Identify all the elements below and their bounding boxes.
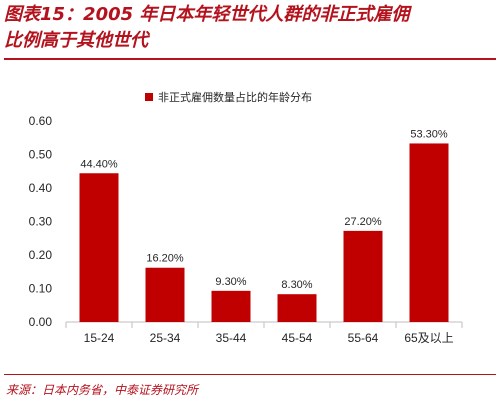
y-tick-label: 0.10 — [29, 282, 53, 296]
bar — [409, 143, 449, 322]
legend: 非正式雇佣数量占比的年龄分布 — [145, 90, 312, 104]
y-tick-label: 0.20 — [29, 248, 53, 262]
figure-title: 图表15：2005 年日本年轻世代人群的非正式雇佣 比例高于其他世代 — [4, 2, 496, 54]
y-tick-label: 0.00 — [29, 315, 53, 329]
data-label: 9.30% — [215, 276, 246, 288]
bar — [211, 290, 251, 322]
x-tick-label: 35-44 — [216, 331, 247, 345]
data-label: 53.30% — [410, 128, 448, 140]
data-label: 8.30% — [281, 279, 312, 291]
x-tick-label: 15-24 — [84, 331, 115, 345]
bar — [277, 294, 317, 322]
data-label: 27.20% — [344, 216, 382, 228]
header-divider — [4, 58, 496, 60]
figure-title-line2: 比例高于其他世代 — [4, 30, 148, 51]
footer-divider — [4, 374, 496, 375]
x-tick-label: 25-34 — [150, 331, 181, 345]
y-tick-label: 0.40 — [29, 181, 53, 195]
bar — [145, 267, 185, 322]
legend-swatch — [145, 93, 153, 101]
x-tick-label: 45-54 — [282, 331, 313, 345]
y-tick-label: 0.50 — [29, 148, 53, 162]
x-tick-label: 55-64 — [348, 331, 379, 345]
figure-title-line1: 图表15：2005 年日本年轻世代人群的非正式雇佣 — [4, 4, 410, 25]
bar-chart: 非正式雇佣数量占比的年龄分布 0.00 0.10 0.20 0.30 0.40 0.50 0.… — [29, 90, 463, 345]
x-tick-label: 65及以上 — [404, 331, 453, 345]
source-note: 来源：日本内务省，中泰证券研究所 — [6, 383, 199, 397]
bar — [79, 173, 119, 322]
legend-label: 非正式雇佣数量占比的年龄分布 — [158, 90, 312, 104]
y-tick-label: 0.30 — [29, 215, 53, 229]
data-label: 16.20% — [146, 253, 184, 265]
bar — [343, 230, 383, 322]
data-label: 44.40% — [80, 158, 118, 170]
y-tick-label: 0.60 — [29, 114, 53, 128]
